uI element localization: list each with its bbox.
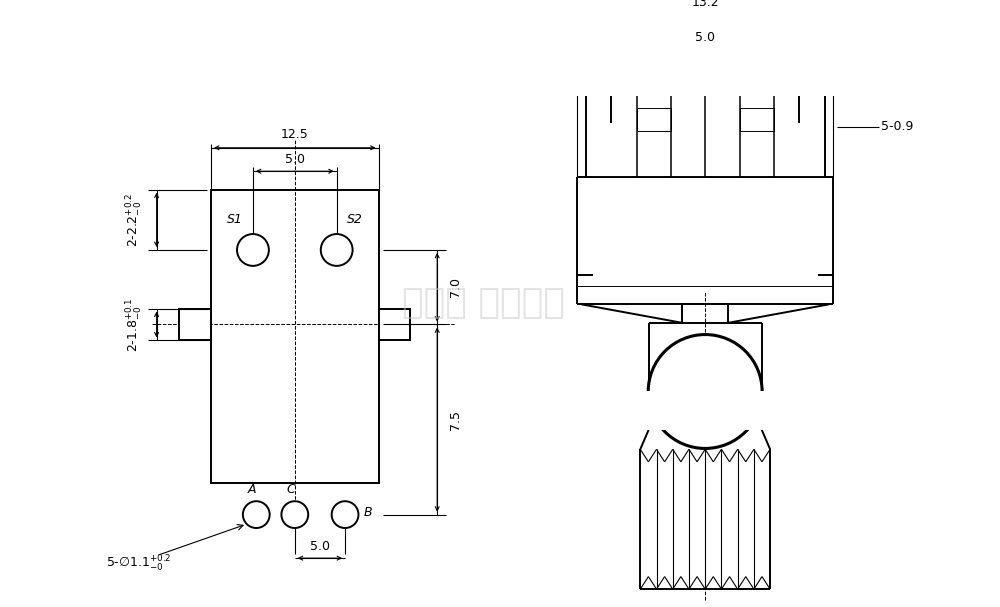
Bar — [643, 392, 767, 430]
Text: S2: S2 — [347, 212, 363, 226]
Circle shape — [281, 501, 308, 528]
Text: 5-$\varnothing$1.1$^{+0.2}_{-0}$: 5-$\varnothing$1.1$^{+0.2}_{-0}$ — [106, 554, 172, 574]
Text: 12.5: 12.5 — [281, 128, 309, 141]
Text: S1: S1 — [227, 212, 243, 226]
Text: C: C — [286, 483, 295, 496]
Bar — [179, 308, 211, 341]
Text: 2-1.8$^{+0.1}_{-0}$: 2-1.8$^{+0.1}_{-0}$ — [125, 297, 145, 351]
Text: 5.0: 5.0 — [310, 540, 330, 553]
Text: 7.0: 7.0 — [449, 277, 462, 297]
Text: 康信微 电子商铺: 康信微 电子商铺 — [402, 286, 565, 320]
Text: A: A — [248, 483, 256, 496]
Text: 7.5: 7.5 — [449, 410, 462, 430]
Text: 5.0: 5.0 — [285, 153, 305, 166]
Bar — [379, 308, 410, 341]
Text: 2-2.2$^{+0.2}_{-0}$: 2-2.2$^{+0.2}_{-0}$ — [125, 193, 145, 246]
Text: 13.2: 13.2 — [691, 0, 719, 8]
Circle shape — [321, 234, 353, 266]
Circle shape — [237, 234, 269, 266]
Text: 5.0: 5.0 — [695, 31, 715, 44]
Circle shape — [648, 334, 762, 449]
Circle shape — [332, 501, 358, 528]
Circle shape — [243, 501, 270, 528]
Text: 5-0.9: 5-0.9 — [881, 120, 914, 134]
Text: B: B — [363, 506, 372, 520]
Bar — [211, 189, 379, 483]
